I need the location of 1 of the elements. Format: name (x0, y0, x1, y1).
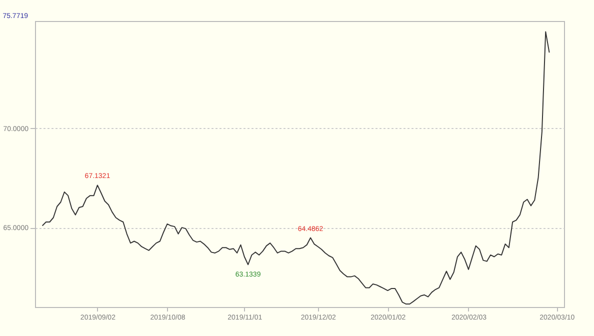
line-series (42, 31, 550, 305)
